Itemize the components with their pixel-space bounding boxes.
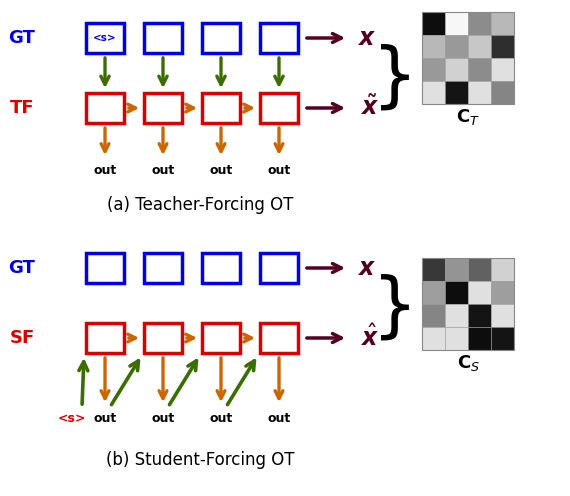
Text: GT: GT (9, 259, 35, 277)
Bar (491, 258, 514, 281)
Bar (86, 93, 124, 123)
Bar (202, 253, 240, 283)
Text: out: out (152, 412, 174, 425)
Bar (445, 58, 468, 81)
Bar (422, 12, 445, 35)
Text: $\boldsymbol{x}$: $\boldsymbol{x}$ (357, 26, 376, 50)
Bar (422, 281, 445, 304)
Bar (491, 327, 514, 350)
Text: $\mathbf{C}_T$: $\mathbf{C}_T$ (456, 107, 480, 127)
Text: $\mathbf{C}_S$: $\mathbf{C}_S$ (457, 353, 479, 373)
Bar (422, 12, 514, 104)
Text: <s>: <s> (93, 33, 117, 43)
Bar (491, 12, 514, 35)
Bar (445, 304, 468, 327)
Bar (86, 253, 124, 283)
Bar (445, 12, 468, 35)
Bar (422, 58, 445, 81)
Bar (445, 258, 468, 281)
Text: out: out (93, 164, 117, 177)
Bar (445, 81, 468, 104)
Bar (468, 35, 491, 58)
Bar (202, 93, 240, 123)
Bar (86, 23, 124, 53)
Text: out: out (152, 164, 174, 177)
Bar (445, 35, 468, 58)
Bar (144, 323, 182, 353)
Bar (491, 35, 514, 58)
Text: }: } (372, 273, 418, 343)
Bar (422, 327, 445, 350)
Text: $\boldsymbol{x}$: $\boldsymbol{x}$ (357, 256, 376, 280)
Bar (202, 323, 240, 353)
Bar (445, 327, 468, 350)
Bar (144, 23, 182, 53)
Bar (422, 258, 514, 350)
Text: (a) Teacher-Forcing OT: (a) Teacher-Forcing OT (107, 196, 293, 214)
Bar (422, 304, 445, 327)
Text: out: out (267, 164, 291, 177)
Bar (422, 35, 445, 58)
Bar (445, 281, 468, 304)
Bar (144, 93, 182, 123)
Bar (468, 304, 491, 327)
Bar (468, 58, 491, 81)
Bar (86, 323, 124, 353)
Bar (260, 23, 298, 53)
Bar (260, 93, 298, 123)
Text: TF: TF (10, 99, 34, 117)
Text: }: } (372, 44, 418, 113)
Text: out: out (267, 412, 291, 425)
Bar (468, 81, 491, 104)
Text: SF: SF (9, 329, 35, 347)
Bar (468, 12, 491, 35)
Text: out: out (209, 164, 233, 177)
Bar (468, 258, 491, 281)
Bar (491, 281, 514, 304)
Text: out: out (209, 412, 233, 425)
Bar (260, 253, 298, 283)
Text: GT: GT (9, 29, 35, 47)
Bar (468, 281, 491, 304)
Bar (468, 327, 491, 350)
Text: out: out (93, 412, 117, 425)
Bar (202, 23, 240, 53)
Text: $\tilde{\boldsymbol{x}}$: $\tilde{\boldsymbol{x}}$ (361, 96, 380, 121)
Bar (260, 323, 298, 353)
Text: $\hat{\boldsymbol{x}}$: $\hat{\boldsymbol{x}}$ (361, 325, 380, 351)
Bar (491, 58, 514, 81)
Bar (422, 81, 445, 104)
Bar (491, 304, 514, 327)
Bar (422, 258, 445, 281)
Text: (b) Student-Forcing OT: (b) Student-Forcing OT (106, 451, 294, 469)
Text: <s>: <s> (58, 412, 86, 425)
Bar (491, 81, 514, 104)
Bar (144, 253, 182, 283)
